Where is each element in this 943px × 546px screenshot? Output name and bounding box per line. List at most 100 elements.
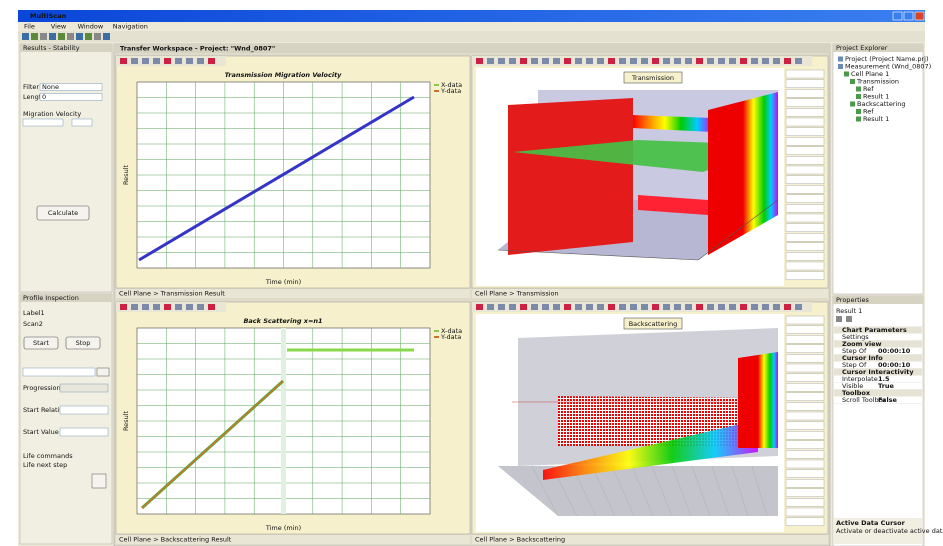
tree-item[interactable]: Result 1: [863, 115, 889, 123]
menu-item[interactable]: View: [51, 23, 67, 31]
chart-tool[interactable]: [718, 304, 725, 310]
input[interactable]: [59, 427, 109, 437]
tool-button[interactable]: [67, 33, 74, 40]
chart-tool[interactable]: [186, 304, 193, 310]
tree-item[interactable]: Result 1: [863, 93, 889, 101]
tree-item[interactable]: Transmission: [856, 78, 899, 86]
tree-item[interactable]: Ref: [863, 85, 874, 93]
chart-tool[interactable]: [197, 58, 204, 64]
chart-tool[interactable]: [707, 304, 714, 310]
chart-tool[interactable]: [509, 304, 516, 310]
chart-tool[interactable]: [131, 304, 138, 310]
chart-tool[interactable]: [575, 304, 582, 310]
tool-button[interactable]: [40, 33, 47, 40]
chart-tool[interactable]: [120, 304, 127, 310]
chart-tool[interactable]: [773, 58, 780, 64]
tool-button[interactable]: [22, 33, 29, 40]
chart-tool[interactable]: [652, 58, 659, 64]
chart-tool[interactable]: [762, 304, 769, 310]
chart-tool[interactable]: [476, 304, 483, 310]
window-button[interactable]: [903, 11, 914, 21]
chart-tool[interactable]: [729, 304, 736, 310]
chart-tool[interactable]: [142, 58, 149, 64]
chart-tool[interactable]: [142, 304, 149, 310]
chart-tool[interactable]: [641, 58, 648, 64]
tool-button[interactable]: [58, 33, 65, 40]
tool-button[interactable]: [76, 33, 83, 40]
button[interactable]: [23, 336, 59, 350]
button-label[interactable]: Start: [33, 339, 49, 347]
chart-tool[interactable]: [751, 304, 758, 310]
button-label[interactable]: Calculate: [48, 209, 78, 217]
chart-tool[interactable]: [498, 304, 505, 310]
button[interactable]: [36, 205, 90, 221]
chart-tool[interactable]: [762, 58, 769, 64]
tree-item[interactable]: Ref: [863, 108, 874, 116]
chart-tool[interactable]: [795, 304, 802, 310]
tree-item[interactable]: Measurement (Wnd_0807): [845, 63, 931, 71]
chart-tool[interactable]: [674, 304, 681, 310]
chart-tool[interactable]: [175, 304, 182, 310]
chart-tool[interactable]: [696, 304, 703, 310]
chart-tool[interactable]: [131, 58, 138, 64]
chart-tool[interactable]: [153, 304, 160, 310]
input[interactable]: [22, 367, 96, 377]
button-label[interactable]: Stop: [76, 339, 91, 347]
chart-tool[interactable]: [718, 58, 725, 64]
chart-tool[interactable]: [663, 58, 670, 64]
chart-tool[interactable]: [784, 304, 791, 310]
chart-tool[interactable]: [164, 304, 171, 310]
chart-tool[interactable]: [487, 58, 494, 64]
chart-tool[interactable]: [531, 304, 538, 310]
tool-button[interactable]: [94, 33, 101, 40]
chart-tool[interactable]: [784, 58, 791, 64]
input[interactable]: [59, 405, 109, 415]
chart-tool[interactable]: [553, 304, 560, 310]
chart-tool[interactable]: [509, 58, 516, 64]
chart-tool[interactable]: [740, 58, 747, 64]
input[interactable]: [71, 118, 93, 127]
chart-tool[interactable]: [164, 58, 171, 64]
chart-tool[interactable]: [685, 304, 692, 310]
prop-tool[interactable]: [836, 316, 842, 322]
chart-tool[interactable]: [773, 304, 780, 310]
tool-button[interactable]: [31, 33, 38, 40]
chart-tool[interactable]: [707, 58, 714, 64]
chart-tool[interactable]: [208, 58, 215, 64]
chart-tool[interactable]: [476, 58, 483, 64]
chart-tool[interactable]: [153, 58, 160, 64]
chart-tool[interactable]: [553, 58, 560, 64]
chart-tool[interactable]: [685, 58, 692, 64]
tool-button[interactable]: [103, 33, 110, 40]
chart-tool[interactable]: [652, 304, 659, 310]
chart-tool[interactable]: [487, 304, 494, 310]
chart-tool[interactable]: [608, 58, 615, 64]
chart-tool[interactable]: [597, 304, 604, 310]
tree-item[interactable]: Project (Project Name.prj): [845, 55, 929, 63]
chart-tool[interactable]: [531, 58, 538, 64]
chart-tool[interactable]: [630, 304, 637, 310]
chart-tool[interactable]: [586, 58, 593, 64]
chart-tool[interactable]: [520, 58, 527, 64]
tree-item[interactable]: Backscattering: [857, 100, 906, 108]
chart-tool[interactable]: [564, 58, 571, 64]
window-button[interactable]: [892, 11, 903, 21]
button[interactable]: [96, 367, 110, 377]
window-button[interactable]: [914, 11, 925, 21]
chart-tool[interactable]: [619, 58, 626, 64]
menu-item[interactable]: Navigation: [113, 23, 148, 31]
chart-tool[interactable]: [186, 58, 193, 64]
chart-tool[interactable]: [208, 304, 215, 310]
menu-item[interactable]: File: [24, 23, 35, 31]
input[interactable]: [22, 118, 64, 127]
tool-button[interactable]: [49, 33, 56, 40]
tree-item[interactable]: Cell Plane 1: [851, 70, 889, 78]
chart-tool[interactable]: [641, 304, 648, 310]
menu-item[interactable]: Window: [78, 23, 104, 31]
chart-tool[interactable]: [795, 58, 802, 64]
button[interactable]: [91, 473, 107, 489]
chart-tool[interactable]: [498, 58, 505, 64]
field-value[interactable]: 0: [42, 93, 46, 101]
chart-tool[interactable]: [597, 58, 604, 64]
chart-tool[interactable]: [630, 58, 637, 64]
